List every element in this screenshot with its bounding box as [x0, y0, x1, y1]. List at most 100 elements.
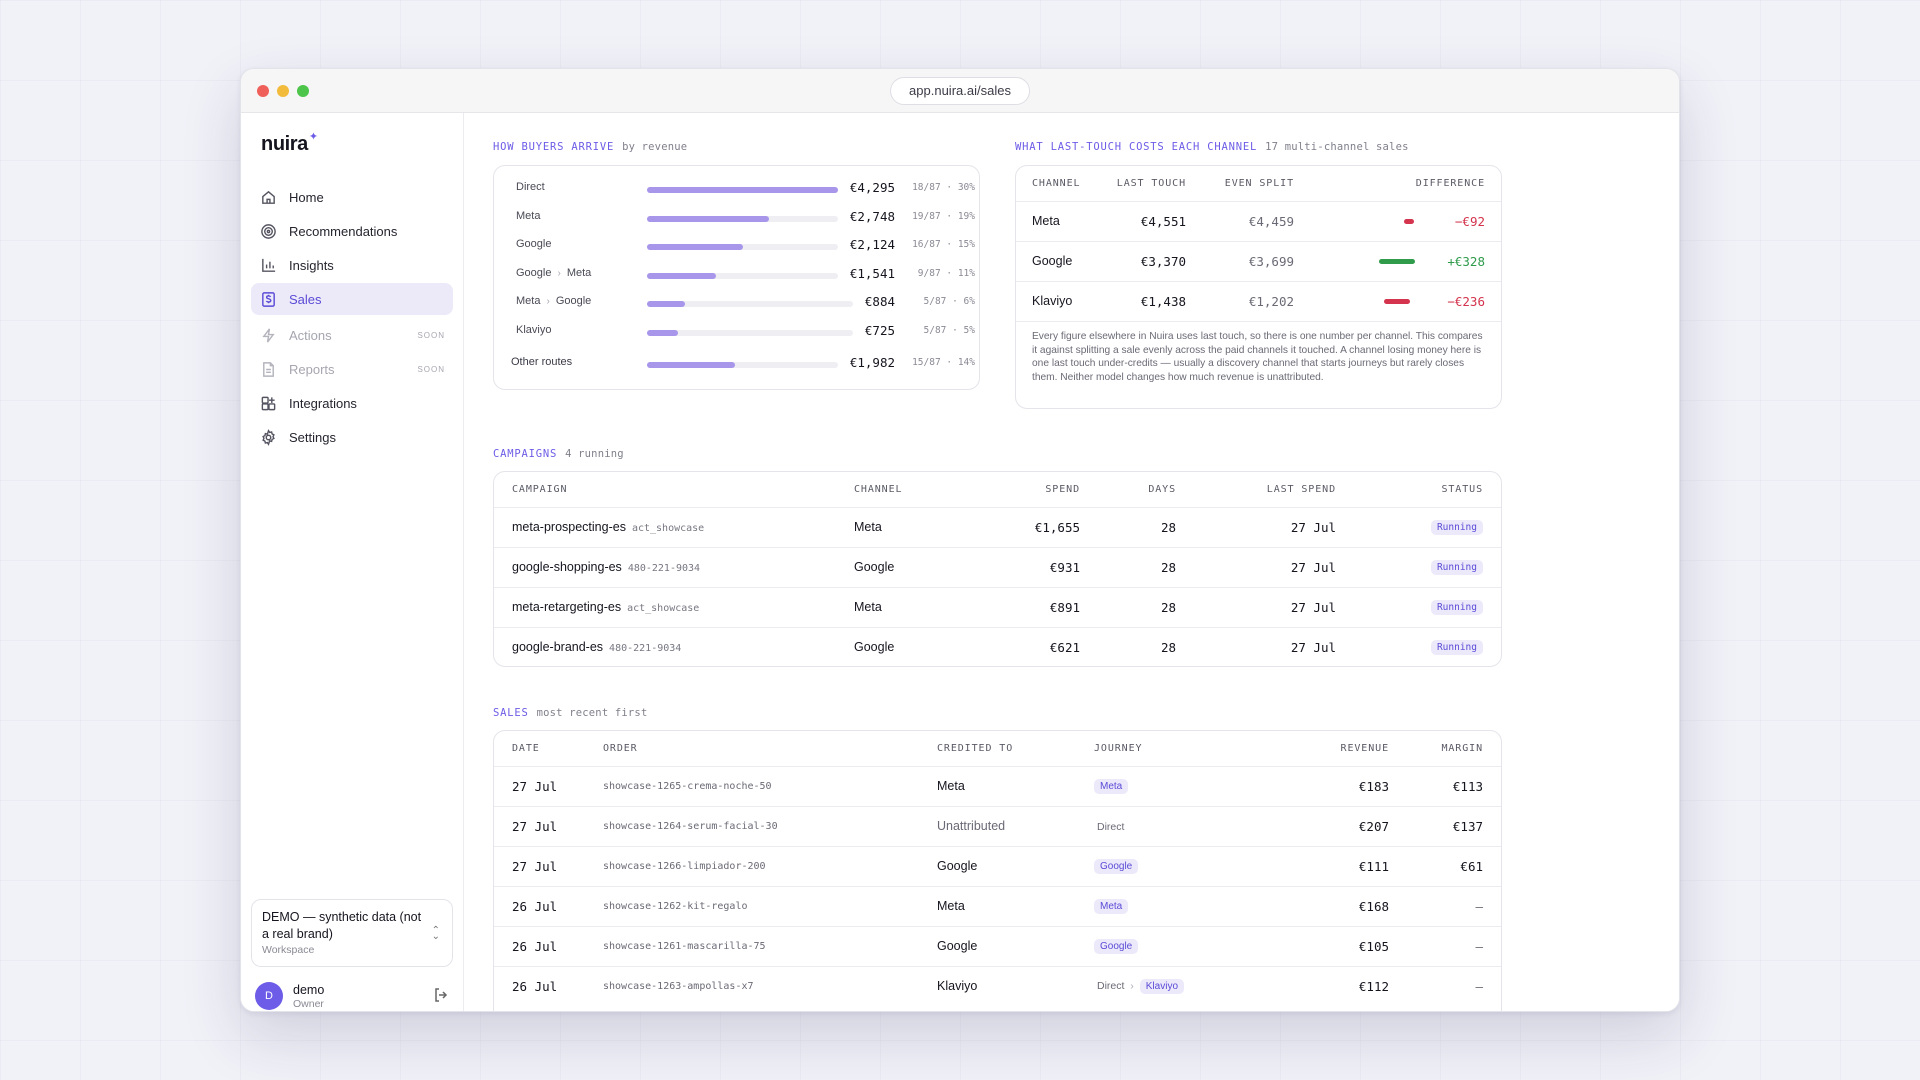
chevron-right-icon: › [1130, 981, 1134, 993]
campaign-days: 28 [1080, 587, 1176, 628]
sidebar-item-settings[interactable]: Settings [251, 421, 453, 453]
sale-revenue: €183 [1252, 766, 1389, 807]
campaign-cell: google-brand-es 480-221-9034 [494, 627, 854, 666]
column-header: MARGIN [1389, 731, 1501, 767]
sidebar-item-integrations[interactable]: Integrations [251, 387, 453, 419]
sale-date: 27 Jul [494, 766, 603, 807]
route-share: 18/87 · 30% [912, 182, 975, 193]
route-revenue: €2,124 [849, 237, 895, 252]
column-header: CAMPAIGN [494, 472, 854, 508]
sidebar-item-actions: Actions SOON [251, 319, 453, 351]
route-row: Meta › Google €884 5/87 · 6% [494, 292, 979, 312]
campaign-cell: meta-prospecting-es act_showcase [494, 507, 854, 548]
campaign-name[interactable]: meta-prospecting-es [512, 520, 626, 534]
route-path: Direct [516, 181, 545, 193]
maximize-window-button[interactable] [297, 85, 309, 97]
sale-order[interactable]: showcase-1262-kit-regalo [603, 886, 937, 927]
column-header: SPEND [964, 472, 1080, 508]
workspace-switcher[interactable]: DEMO — synthetic data (not a real brand)… [251, 899, 453, 967]
table-row[interactable]: 27 Jul showcase-1264-serum-facial-30 Unatt… [494, 806, 1501, 847]
sale-margin: — [1389, 886, 1501, 927]
sale-revenue: €168 [1252, 886, 1389, 927]
route-share: 16/87 · 15% [912, 239, 975, 250]
route-share: 19/87 · 19% [912, 210, 975, 222]
lasttouch-section-title: WHAT LAST-TOUCH COSTS EACH CHANNEL 17 mul… [1015, 141, 1409, 153]
sale-order[interactable]: showcase-1261-mascarilla-75 [603, 926, 937, 967]
user-name: demo [293, 983, 325, 997]
sale-margin: €113 [1389, 766, 1501, 807]
route-revenue: €1,982 [849, 355, 895, 370]
sale-order[interactable]: showcase-1263-ampollas-x7 [603, 980, 754, 992]
minimize-window-button[interactable] [277, 85, 289, 97]
table-row[interactable]: 27 Jul showcase-1266-limpiador-200 Google G… [494, 846, 1501, 887]
campaign-name[interactable]: meta-retargeting-es [512, 600, 622, 614]
journey-step: Direct [1097, 821, 1125, 833]
home-icon [259, 188, 277, 206]
avatar[interactable]: D [255, 982, 283, 1010]
column-header: CHANNEL [1016, 166, 1104, 202]
sale-order[interactable]: showcase-1266-limpiador-200 [603, 846, 937, 887]
column-header: STATUS [1336, 472, 1501, 508]
route-step: Meta [516, 209, 541, 222]
sale-journey: Google [1094, 926, 1252, 967]
bolt-icon [259, 326, 277, 344]
table-row[interactable]: 27 Jul showcase-1265-crema-noche-50 Meta Me… [494, 766, 1501, 807]
campaign-last-spend: 27 Jul [1290, 639, 1336, 655]
route-bar-track [647, 362, 838, 368]
campaign-name[interactable]: google-brand-es [512, 640, 604, 655]
table-row[interactable]: google-shopping-es 480-221-9034 Google €931… [494, 547, 1501, 588]
chevron-right-icon: › [546, 296, 550, 307]
column-header: CREDITED TO [937, 731, 1094, 767]
campaign-cell: meta-retargeting-es act_showcase [494, 587, 854, 628]
logout-icon[interactable] [433, 987, 449, 1003]
sidebar-item-insights[interactable]: Insights [251, 249, 453, 281]
sidebar-item-recommendations[interactable]: Recommendations [251, 215, 453, 247]
table-row[interactable]: 26 Jul showcase-1262-kit-regalo Meta Meta €1… [494, 886, 1501, 927]
status-cell: Running [1336, 547, 1501, 588]
lasttouch-note: Every figure elsewhere in Nuira uses las… [1016, 321, 1501, 394]
sales-section-title: SALES most recent first [493, 707, 648, 719]
route-bar-fill [647, 215, 770, 222]
status-badge: Running [1430, 520, 1483, 535]
route-step: Meta [516, 295, 541, 307]
close-window-button[interactable] [257, 85, 269, 97]
browser-window: app.nuira.ai/sales nuira✦ Home Recommenda… [240, 68, 1680, 1012]
sale-journey: Meta [1094, 886, 1252, 927]
even-split-value: €1,202 [1248, 293, 1294, 309]
table-row[interactable]: google-brand-es 480-221-9034 Google €621 28 2… [494, 627, 1501, 666]
column-header: DIFFERENCE [1294, 166, 1501, 202]
campaign-account-id: 480-221-9034 [609, 643, 682, 655]
sidebar-item-sales[interactable]: Sales [251, 283, 453, 315]
sale-order[interactable]: showcase-1264-serum-facial-30 [603, 806, 937, 847]
sale-order[interactable]: showcase-1265-crema-noche-50 [603, 766, 937, 807]
column-header: EVEN SPLIT [1186, 166, 1294, 202]
document-icon [259, 360, 277, 378]
sidebar-item-home[interactable]: Home [251, 181, 453, 213]
table-row[interactable]: 26 Jul showcase-1261-mascarilla-75 Google G… [494, 926, 1501, 967]
sidebar-item-label: Home [289, 189, 324, 205]
campaign-account-id: act_showcase [631, 523, 705, 534]
sidebar-item-label: Actions [289, 327, 332, 343]
sale-margin: €61 [1389, 846, 1501, 887]
route-step: Google [516, 266, 552, 279]
address-bar[interactable]: app.nuira.ai/sales [890, 77, 1030, 105]
campaign-name[interactable]: google-shopping-es [512, 560, 622, 574]
route-revenue: €725 [864, 322, 895, 338]
sales-card: DATE ORDER CREDITED TO JOURNEY REVENUE MARGIN… [493, 730, 1502, 1011]
column-header: REVENUE [1252, 731, 1389, 767]
sidebar: nuira✦ Home Recommendations Insights Sales A… [241, 113, 464, 1011]
campaign-channel: Meta [854, 507, 964, 548]
table-row[interactable]: meta-prospecting-es act_showcase Meta €1,65… [494, 507, 1501, 548]
route-row: Google › Meta €1,541 9/87 · 11% [494, 264, 979, 284]
sales-table: DATE ORDER CREDITED TO JOURNEY REVENUE MARGIN… [494, 731, 1501, 1006]
route-row: Google €2,124 16/87 · 15% [494, 235, 979, 255]
table-row[interactable]: 26 Jul showcase-1263-ampollas-x7 Klaviyo Di… [494, 966, 1501, 1006]
route-bar-track [647, 187, 838, 193]
channel-name: Google [1016, 241, 1104, 282]
journey-step: Google [1094, 859, 1139, 874]
status-badge: Running [1430, 640, 1483, 656]
table-row[interactable]: meta-retargeting-es act_showcase Meta €891 2… [494, 587, 1501, 628]
campaign-days: 28 [1080, 547, 1176, 588]
sale-credited-to: Google [937, 846, 1094, 887]
logo[interactable]: nuira✦ [261, 131, 318, 155]
